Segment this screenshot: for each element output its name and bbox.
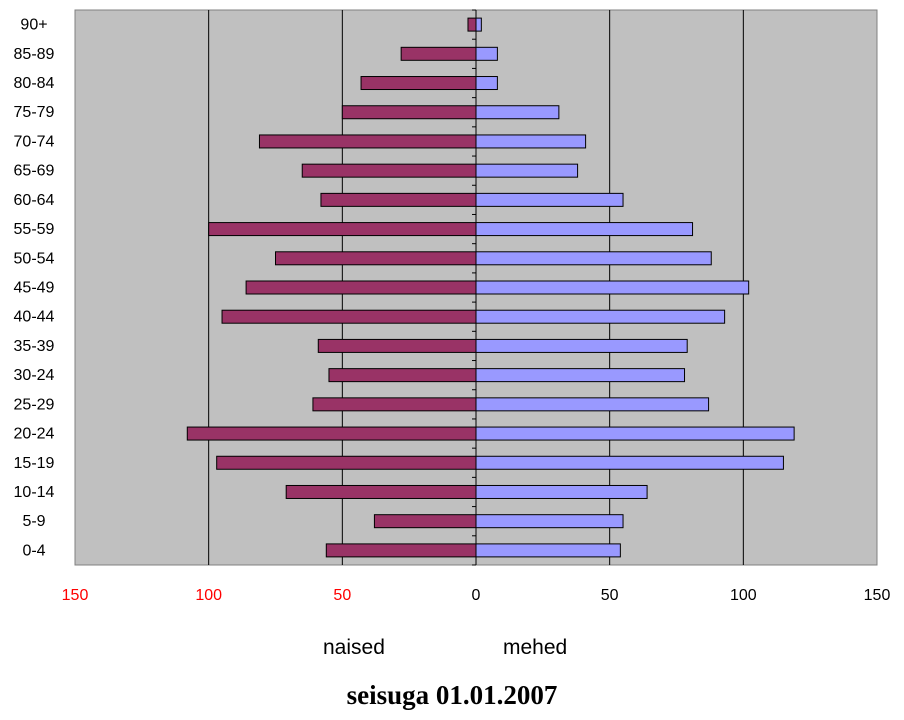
bar-naised	[301, 163, 477, 178]
x-tick-label: 150	[62, 587, 89, 604]
bar-mehed	[475, 192, 624, 207]
bar-mehed	[475, 46, 498, 61]
bar-mehed	[475, 368, 686, 383]
bar-naised	[216, 455, 477, 470]
y-tick-label: 20-24	[14, 426, 55, 443]
bar-mehed	[475, 455, 784, 470]
y-tick-label: 15-19	[14, 455, 55, 472]
y-tick-label: 35-39	[14, 338, 55, 355]
chart-title: seisuga 01.01.2007	[346, 680, 558, 710]
y-tick-label: 40-44	[14, 309, 55, 326]
y-tick-label: 65-69	[14, 163, 55, 180]
bar-naised	[208, 222, 477, 237]
bar-naised	[467, 17, 477, 32]
y-tick-label: 80-84	[14, 75, 55, 92]
bar-naised	[275, 251, 477, 266]
bar-mehed	[475, 105, 560, 120]
legend-label-women: naised	[323, 636, 385, 659]
x-tick-label: 50	[333, 587, 351, 604]
y-tick-label: 30-24	[14, 367, 55, 384]
bar-mehed	[475, 163, 579, 178]
bar-naised	[328, 368, 477, 383]
x-tick-label: 100	[730, 587, 757, 604]
y-tick-label: 70-74	[14, 133, 55, 150]
bar-mehed	[475, 222, 694, 237]
bar-mehed	[475, 543, 621, 558]
x-tick-label: 150	[864, 587, 891, 604]
x-tick-label: 50	[601, 587, 619, 604]
y-tick-label: 55-59	[14, 221, 55, 238]
bar-mehed	[475, 514, 624, 529]
bar-mehed	[475, 397, 710, 412]
y-tick-label: 50-54	[14, 250, 55, 267]
y-tick-label: 0-4	[22, 542, 45, 559]
y-tick-label: 25-29	[14, 396, 55, 413]
legend-label-men: mehed	[503, 636, 568, 659]
y-tick-label: 45-49	[14, 280, 55, 297]
axes: 0-4 5-9 10-14 15-19 20-24 25-29 30-24 35-39 40-4…	[14, 9, 891, 604]
bars	[186, 17, 795, 558]
bar-naised	[186, 426, 477, 441]
y-tick-label: 90+	[20, 17, 47, 34]
bar-naised	[320, 192, 477, 207]
bar-naised	[221, 309, 477, 324]
bar-mehed	[475, 484, 648, 499]
bar-naised	[360, 76, 477, 91]
y-tick-label: 60-64	[14, 192, 55, 209]
y-tick-label: 85-89	[14, 46, 55, 63]
bar-naised	[245, 280, 477, 295]
bar-naised	[285, 484, 477, 499]
bar-naised	[258, 134, 477, 149]
y-tick-label: 5-9	[22, 513, 45, 530]
bar-mehed	[475, 76, 498, 91]
x-tick-label: 0	[472, 587, 481, 604]
bar-mehed	[475, 426, 795, 441]
bar-naised	[325, 543, 477, 558]
bar-mehed	[475, 17, 482, 32]
bar-mehed	[475, 309, 726, 324]
bar-mehed	[475, 251, 712, 266]
bar-naised	[400, 46, 477, 61]
bar-naised	[317, 338, 477, 353]
y-tick-label: 75-79	[14, 104, 55, 121]
bar-naised	[373, 514, 477, 529]
bar-mehed	[475, 134, 587, 149]
bar-mehed	[475, 338, 688, 353]
bar-mehed	[475, 280, 750, 295]
x-tick-label: 100	[195, 587, 222, 604]
y-tick-label: 10-14	[14, 484, 55, 501]
bar-naised	[341, 105, 477, 120]
bar-naised	[312, 397, 477, 412]
